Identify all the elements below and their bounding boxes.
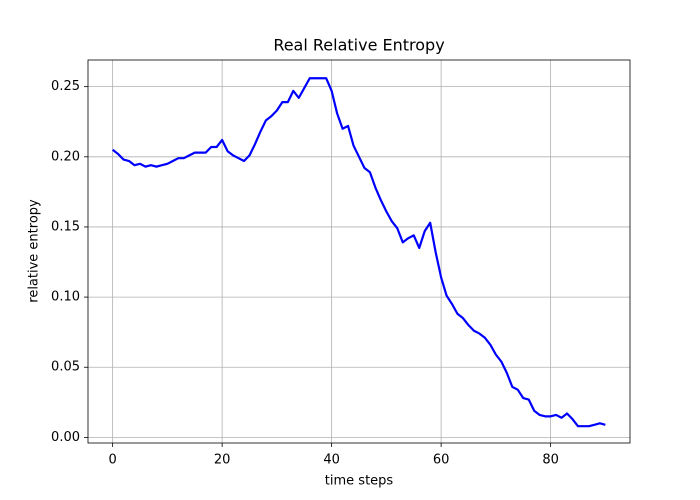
y-axis-label: relative entropy <box>27 199 42 303</box>
x-axis-label: time steps <box>325 474 394 489</box>
y-tick-label: 0.00 <box>51 430 80 445</box>
x-tick-label: 60 <box>433 453 450 468</box>
y-tick-label: 0.10 <box>51 290 80 305</box>
y-tick-label: 0.20 <box>51 149 80 164</box>
plot-frame <box>87 59 631 444</box>
y-tick-label: 0.15 <box>51 219 80 234</box>
y-tick-label: 0.25 <box>51 79 80 94</box>
x-tick-label: 80 <box>542 453 559 468</box>
x-tick-label: 0 <box>108 453 116 468</box>
x-tick-label: 20 <box>214 453 231 468</box>
x-tick-label: 40 <box>323 453 340 468</box>
chart-title: Real Relative Entropy <box>273 36 444 55</box>
data-line <box>111 77 606 428</box>
y-tick-label: 0.05 <box>51 360 80 375</box>
